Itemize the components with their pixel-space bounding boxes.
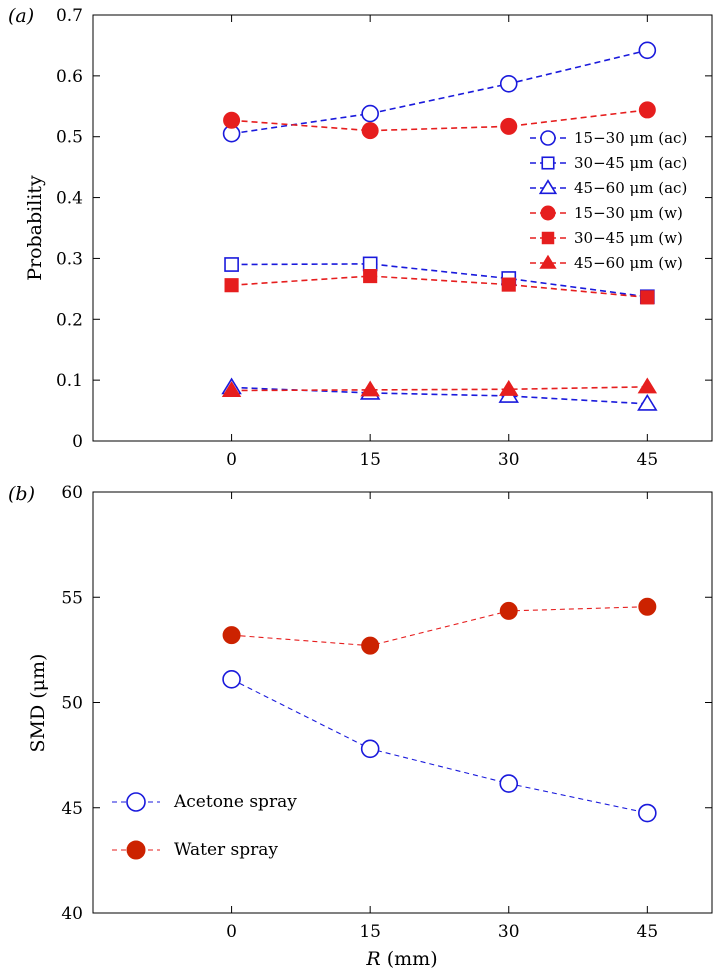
data-point-series-3	[637, 393, 658, 411]
panel-a-axes-frame	[92, 14, 713, 442]
legend-label: Acetone spray	[173, 792, 297, 812]
data-point-series-6	[637, 377, 658, 394]
legend-label: 15−30 μm (ac)	[574, 129, 687, 147]
panel-a-label: (a)	[8, 5, 34, 27]
series-line-6	[231, 386, 648, 392]
x-tick-label: 45	[637, 922, 659, 942]
data-point-series-4	[223, 111, 241, 129]
y-tick-label: 0	[72, 432, 83, 452]
legend-label: 45−60 μm (ac)	[574, 179, 687, 197]
legend-marker	[126, 840, 146, 860]
data-point-series-1	[222, 670, 241, 689]
data-point-series-4	[361, 122, 379, 140]
y-tick-label: 0.1	[56, 371, 83, 391]
data-point-series-5	[501, 277, 516, 292]
legend-label: 30−45 μm (w)	[574, 229, 683, 247]
series-line-4	[231, 109, 648, 132]
x-tick-label: 15	[359, 450, 381, 470]
panel-b-legend: Acetone spray Water spray	[112, 792, 297, 860]
data-point-series-1	[360, 739, 380, 759]
legend-label: Water spray	[174, 840, 278, 860]
panel-a: (a) Probability 0 15 30 4500.10.20.30.40.50…	[8, 5, 713, 470]
series-line-5	[231, 275, 648, 299]
data-point-series-2	[638, 597, 657, 616]
legend-marker	[126, 792, 146, 812]
legend-label: 15−30 μm (w)	[574, 204, 683, 222]
panel-b: (b) SMD (μm) R (mm) 0 15 30 45 40 45 50 55 60 Ac…	[8, 483, 713, 970]
panel-a-series	[221, 41, 658, 411]
panel-b-label: (b)	[8, 483, 35, 505]
legend-marker	[539, 254, 557, 269]
y-tick-label: 0.4	[56, 189, 83, 209]
y-tick-label: 40	[61, 904, 83, 924]
panel-b-ticks: 0 15 30 45 40 45 50 55 60	[61, 483, 712, 942]
data-point-series-2	[222, 626, 241, 645]
y-tick-label: 0.7	[56, 6, 83, 26]
x-tick-label: 30	[498, 922, 520, 942]
y-tick-label: 60	[61, 483, 83, 503]
data-point-series-1	[361, 104, 379, 123]
y-tick-label: 45	[61, 799, 83, 819]
data-point-series-1	[638, 41, 657, 60]
legend-marker	[541, 231, 555, 245]
data-point-series-5	[224, 278, 239, 293]
series-line-1	[231, 49, 648, 135]
data-point-series-2	[361, 636, 380, 655]
x-tick-label: 0	[226, 922, 237, 942]
data-point-series-1	[499, 74, 518, 93]
y-tick-label: 0.5	[56, 128, 83, 148]
legend-label: 45−60 μm (w)	[574, 254, 683, 272]
legend-marker	[540, 130, 556, 146]
legend-marker	[540, 205, 556, 221]
y-tick-label: 55	[61, 588, 83, 608]
legend-label: 30−45 μm (ac)	[574, 154, 687, 172]
series-line-1	[231, 678, 648, 814]
y-tick-label: 0.3	[56, 249, 83, 269]
data-point-series-2	[499, 601, 518, 620]
x-tick-label: 30	[498, 450, 520, 470]
data-point-series-5	[640, 290, 655, 305]
data-point-series-5	[363, 269, 378, 284]
data-point-series-6	[499, 379, 519, 396]
y-tick-label: 0.6	[56, 67, 83, 87]
panel-b-y-axis-label: SMD (μm)	[27, 654, 49, 753]
x-tick-label: 15	[359, 922, 381, 942]
legend-marker	[541, 156, 555, 170]
y-tick-label: 50	[61, 694, 83, 714]
data-point-series-2	[362, 256, 378, 272]
x-tick-label: 45	[637, 450, 659, 470]
panel-b-x-axis-label: R (mm)	[365, 948, 437, 970]
panel-a-ticks: 0 15 30 45 0 0.1 0.2 0.3 0.4 0.5 0.6 0.7	[56, 6, 712, 470]
panel-a-y-axis-label: Probability	[24, 175, 46, 281]
data-point-series-6	[360, 380, 380, 397]
data-point-series-2	[224, 257, 239, 272]
panel-a-legend: 15−30 μm (ac) 30−45 μm (ac) 45−60 μm (ac) 1…	[530, 129, 687, 272]
data-point-series-6	[221, 381, 242, 398]
data-point-series-1	[638, 803, 657, 823]
legend-marker	[538, 179, 558, 195]
data-point-series-4	[500, 117, 518, 135]
data-point-series-1	[499, 774, 519, 793]
x-tick-label: 0	[226, 450, 237, 470]
panel-b-series	[222, 597, 657, 823]
data-point-series-4	[638, 101, 656, 119]
y-tick-label: 0.2	[56, 310, 83, 330]
series-line-2	[231, 606, 648, 647]
